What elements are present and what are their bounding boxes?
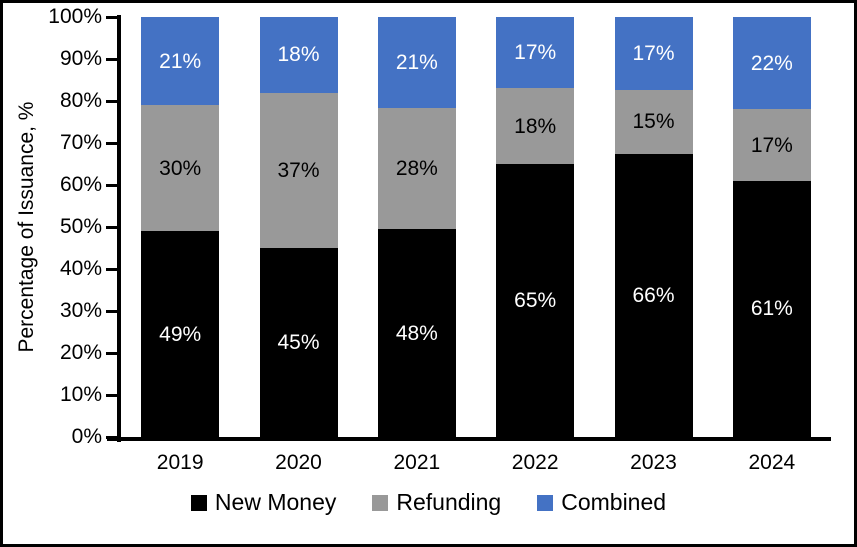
legend-label: Combined: [561, 489, 667, 515]
y-tick-mark: [106, 393, 117, 397]
y-tick-label: 50%: [59, 215, 102, 238]
y-tick-mark: [106, 99, 117, 103]
data-label: 21%: [159, 49, 202, 73]
bar-2020: 18% 37% 45%: [259, 17, 338, 437]
y-tick-label: 70%: [59, 131, 102, 154]
x-tick-label: 2022: [511, 451, 559, 474]
data-label: 61%: [750, 297, 793, 321]
bar-segment-combined: 18%: [259, 17, 338, 93]
bar-2023: 17% 15% 66%: [614, 17, 693, 437]
y-tick-mark: [106, 435, 117, 439]
bar-2019: 21% 30% 49%: [141, 17, 220, 437]
legend-label: New Money: [214, 489, 337, 515]
bar-segment-combined: 17%: [614, 17, 693, 90]
y-tick-label: 60%: [59, 173, 102, 196]
bar-2022: 17% 18% 65%: [496, 17, 575, 437]
legend-swatch-combined: [537, 494, 554, 511]
bar-2024: 22% 17% 61%: [732, 17, 811, 437]
x-tick-label: 2023: [630, 451, 677, 474]
y-tick-label: 20%: [59, 341, 102, 364]
legend-item-new-money: New Money: [190, 489, 337, 516]
chart-area: 0% 10% 20% 30% 40% 50% 60% 70% 80% 90% 100% 21% 30% 4…: [3, 3, 854, 544]
bar-2021: 21% 28% 48%: [377, 17, 456, 437]
y-tick-mark: [106, 183, 117, 187]
x-axis-line: [107, 437, 831, 441]
x-tick-label: 2021: [393, 451, 441, 474]
data-label: 15%: [632, 110, 675, 134]
legend-item-combined: Combined: [537, 489, 666, 516]
data-label: 37%: [277, 158, 320, 182]
bar-segment-refunding: 15%: [614, 89, 693, 155]
legend-swatch-new-money: [190, 494, 207, 511]
bar-segment-combined: 17%: [496, 17, 575, 89]
bar-segment-refunding: 28%: [377, 107, 456, 230]
x-tick-label: 2024: [748, 451, 796, 474]
y-axis-line: [117, 15, 121, 442]
data-label: 17%: [750, 133, 793, 157]
y-tick-label: 80%: [59, 89, 102, 112]
data-label: 21%: [395, 50, 438, 74]
legend-swatch-refunding: [372, 494, 389, 511]
x-tick-label: 2019: [156, 451, 204, 474]
y-tick-label: 30%: [59, 299, 102, 322]
x-tick-label: 2020: [275, 451, 322, 474]
legend-item-refunding: Refunding: [372, 489, 501, 516]
y-tick-label: 100%: [48, 5, 102, 28]
data-label: 48%: [395, 321, 438, 345]
bar-segment-new-money: 61%: [732, 180, 811, 437]
bar-segment-combined: 21%: [377, 17, 456, 108]
legend: New Money Refunding Combined: [3, 489, 854, 516]
data-label: 18%: [514, 114, 557, 138]
bar-segment-new-money: 49%: [141, 231, 220, 437]
data-label: 66%: [632, 284, 675, 308]
data-label: 22%: [750, 51, 793, 75]
bar-segment-new-money: 45%: [259, 247, 338, 437]
bar-segment-new-money: 66%: [614, 154, 693, 437]
bar-segment-refunding: 37%: [259, 92, 338, 248]
y-tick-label: 10%: [59, 383, 102, 406]
y-tick-mark: [106, 225, 117, 229]
bar-segment-refunding: 17%: [732, 109, 811, 181]
bar-segment-combined: 21%: [141, 17, 220, 106]
legend-label: Refunding: [396, 489, 502, 515]
data-label: 49%: [159, 322, 202, 346]
bar-segment-new-money: 65%: [496, 163, 575, 437]
y-tick-mark: [106, 309, 117, 313]
y-tick-mark: [106, 57, 117, 61]
data-label: 65%: [514, 288, 557, 312]
y-tick-label: 40%: [59, 257, 102, 280]
bar-segment-refunding: 30%: [141, 105, 220, 232]
data-label: 17%: [632, 41, 675, 65]
data-label: 45%: [277, 330, 320, 354]
data-label: 17%: [514, 41, 557, 65]
y-tick-label: 0%: [71, 425, 102, 448]
data-label: 30%: [159, 156, 202, 180]
bar-segment-combined: 22%: [732, 17, 811, 110]
y-tick-mark: [106, 141, 117, 145]
y-tick-label: 90%: [59, 47, 102, 70]
y-tick-mark: [106, 267, 117, 271]
y-tick-mark: [106, 351, 117, 355]
y-tick-mark: [106, 15, 117, 19]
bar-segment-refunding: 18%: [496, 88, 575, 164]
bar-segment-new-money: 48%: [377, 229, 456, 437]
data-label: 28%: [395, 157, 438, 181]
data-label: 18%: [277, 43, 320, 67]
